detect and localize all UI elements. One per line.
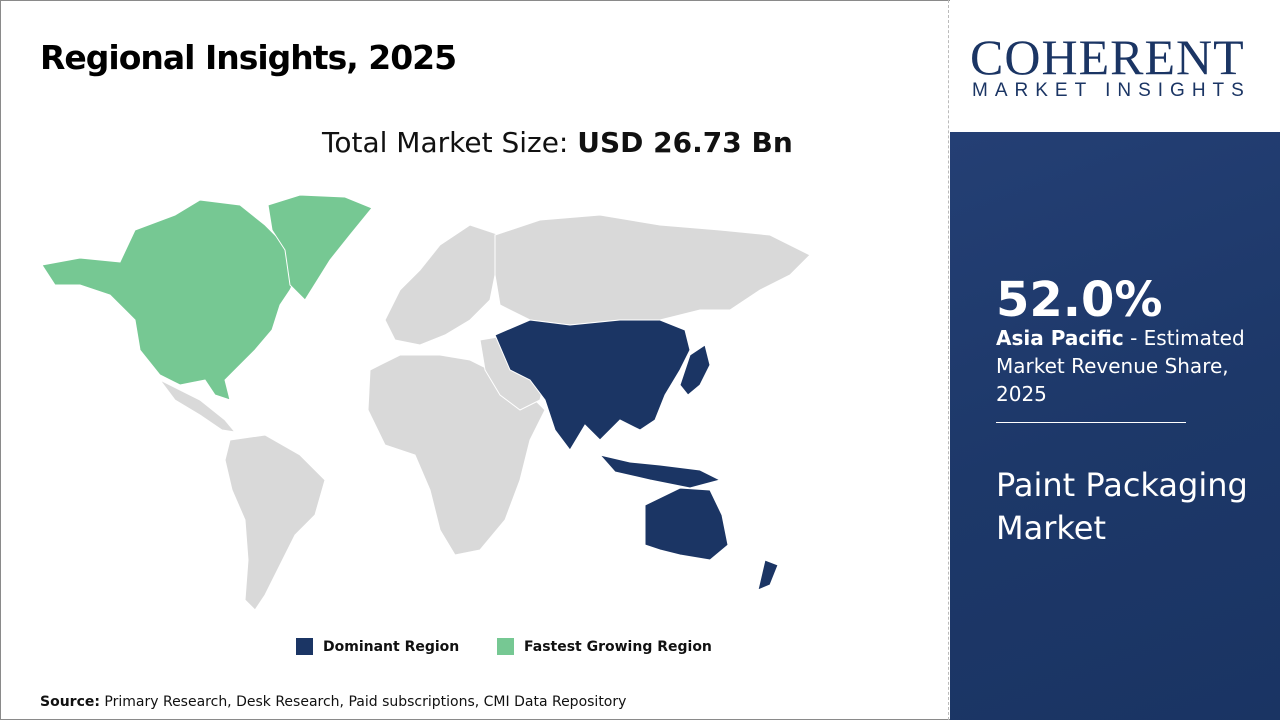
legend-swatch-fastest [497, 638, 514, 655]
greenland [267, 194, 373, 301]
logo-main: COHERENT [970, 29, 1245, 85]
south-america [224, 434, 326, 611]
panel-divider [996, 422, 1186, 423]
central-america [159, 379, 237, 433]
logo: COHERENT MARKET INSIGHTS [950, 0, 1280, 132]
logo-sub: MARKET INSIGHTS [972, 80, 1251, 101]
russia-north-asia [494, 214, 811, 326]
source-text: Primary Research, Desk Research, Paid su… [99, 694, 627, 710]
divider [948, 0, 950, 720]
insight-panel: 52.0% Asia Pacific - Estimated Market Re… [950, 132, 1280, 720]
region-name: Asia Pacific [996, 326, 1124, 350]
new-zealand [757, 559, 779, 591]
source-note: Source: Primary Research, Desk Research,… [40, 694, 626, 710]
australia [644, 487, 729, 561]
asia-pacific [494, 319, 691, 451]
legend-label-dominant: Dominant Region [323, 638, 460, 655]
share-description: Asia Pacific - Estimated Market Revenue … [996, 324, 1256, 408]
page-title: Regional Insights, 2025 [40, 38, 457, 77]
market-name: Paint Packaging Market [996, 466, 1248, 547]
indonesia [598, 454, 722, 489]
japan [679, 344, 711, 396]
africa [367, 354, 546, 556]
total-value: USD 26.73 Bn [577, 126, 793, 159]
north-america [41, 199, 301, 401]
share-value: 52.0% [996, 272, 1163, 328]
source-label: Source: [40, 694, 100, 710]
world-map [41, 194, 811, 611]
total-market-size: Total Market Size: USD 26.73 Bn [322, 126, 793, 159]
legend-dominant: Dominant Region [296, 638, 459, 655]
legend-fastest: Fastest Growing Region [497, 638, 712, 655]
total-label: Total Market Size: [322, 126, 578, 159]
legend-label-fastest: Fastest Growing Region [524, 638, 712, 655]
legend-swatch-dominant [296, 638, 313, 655]
europe [384, 224, 501, 346]
share-desc-text: - Estimated Market Revenue Share, 2025 [996, 326, 1245, 406]
